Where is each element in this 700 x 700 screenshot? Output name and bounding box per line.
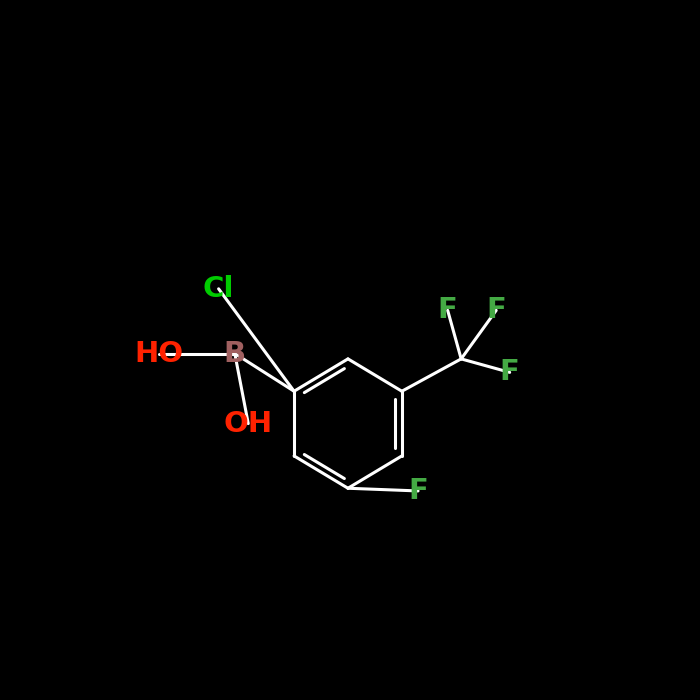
- Text: Cl: Cl: [203, 275, 235, 303]
- Text: B: B: [224, 340, 246, 368]
- Text: OH: OH: [224, 410, 273, 438]
- Text: F: F: [500, 358, 519, 386]
- Text: HO: HO: [135, 340, 184, 368]
- Text: F: F: [438, 296, 458, 324]
- Text: F: F: [486, 296, 506, 324]
- Text: F: F: [408, 477, 428, 505]
